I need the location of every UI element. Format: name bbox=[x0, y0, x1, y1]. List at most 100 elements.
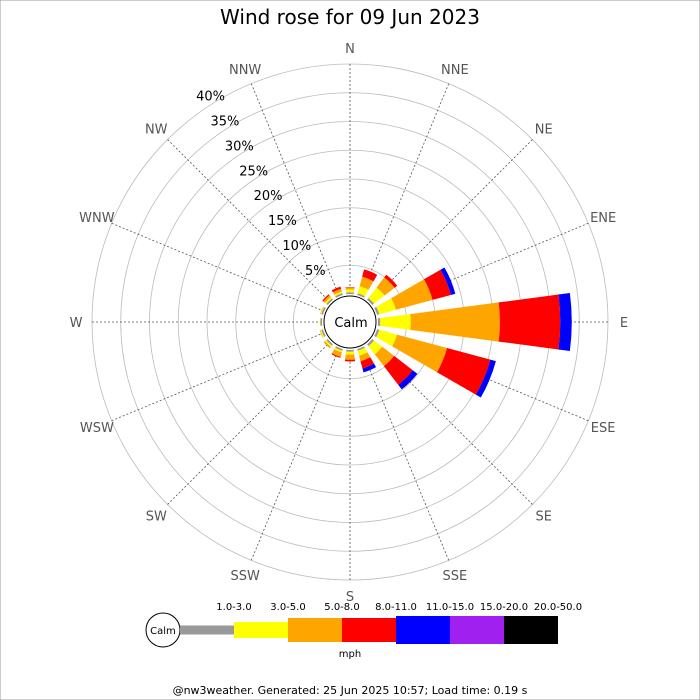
bar-sse-1.0-3.0 bbox=[357, 346, 365, 351]
percent-label: 10% bbox=[282, 239, 311, 254]
direction-label-nnw: NNW bbox=[229, 63, 261, 78]
bar-sse-8.0-11.0 bbox=[360, 357, 375, 369]
bar-ese-11.0-15.0 bbox=[475, 359, 496, 398]
bar-nnw-3.0-5.0 bbox=[334, 291, 343, 297]
direction-labels: N NNE NE ENE E ESE SE SSE S SSW SW WSW W WNW NW NNW bbox=[70, 42, 629, 605]
legend-calm-label: Calm bbox=[150, 626, 176, 637]
bar-nne-8.0-11.0 bbox=[362, 269, 378, 282]
percent-label: 40% bbox=[196, 90, 225, 105]
direction-label-ne: NE bbox=[535, 122, 553, 137]
legend-label-5.0-8.0: 5.0-8.0 bbox=[324, 602, 359, 613]
bar-wnw-5.0-8.0 bbox=[320, 306, 324, 315]
direction-label-s: S bbox=[346, 590, 354, 605]
percent-label: 25% bbox=[239, 164, 268, 179]
bar-sw-5.0-8.0 bbox=[323, 341, 331, 349]
bar-wsw-5.0-8.0 bbox=[319, 329, 324, 338]
bar-n-5.0-8.0 bbox=[345, 287, 355, 290]
bar-e-1.0-3.0 bbox=[377, 318, 381, 326]
bar-w-1.0-3.0 bbox=[320, 318, 323, 326]
bar-s-5.0-8.0 bbox=[345, 354, 355, 360]
bar-ne-8.0-11.0 bbox=[384, 274, 398, 288]
bar-nnw-8.0-11.0 bbox=[331, 286, 342, 293]
direction-label-wnw: WNW bbox=[79, 211, 115, 226]
bar-ese-5.0-8.0 bbox=[392, 334, 448, 373]
legend-label-20.0-50.0: 20.0-50.0 bbox=[534, 602, 582, 613]
legend-label-1.0-3.0: 1.0-3.0 bbox=[216, 602, 251, 613]
direction-label-ese: ESE bbox=[591, 421, 616, 436]
chart-title: Wind rose for 09 Jun 2023 bbox=[220, 5, 480, 29]
bar-nnw-1.0-3.0 bbox=[335, 293, 343, 298]
percent-label: 20% bbox=[254, 189, 283, 204]
bar-se-5.0-8.0 bbox=[374, 346, 395, 367]
bar-ese-8.0-11.0 bbox=[436, 348, 491, 395]
direction-label-ssw: SSW bbox=[230, 569, 260, 584]
bar-nne-1.0-3.0 bbox=[357, 293, 365, 298]
bar-wsw-3.0-5.0 bbox=[320, 329, 325, 338]
bar-nw-5.0-8.0 bbox=[323, 295, 331, 303]
direction-label-wsw: WSW bbox=[80, 421, 114, 436]
legend-swatch-8.0-11.0 bbox=[342, 618, 396, 642]
percent-labels: 5% 10% 15% 20% 25% 30% 35% 40% bbox=[196, 90, 326, 279]
direction-label-sse: SSE bbox=[442, 569, 467, 584]
bar-wnw-3.0-5.0 bbox=[320, 306, 325, 315]
legend-swatch-5.0-8.0 bbox=[288, 618, 342, 642]
bar-n-1.0-3.0 bbox=[346, 292, 354, 295]
bar-e-5.0-8.0 bbox=[410, 302, 500, 342]
bar-sse-11.0-15.0 bbox=[362, 363, 377, 373]
bar-se-11.0-15.0 bbox=[398, 370, 418, 390]
bar-ene-8.0-11.0 bbox=[424, 269, 451, 300]
direction-label-ene: ENE bbox=[590, 211, 616, 226]
bar-nne-5.0-8.0 bbox=[359, 276, 374, 290]
legend-swatch-11.0-15.0 bbox=[396, 616, 450, 644]
calm-label: Calm bbox=[334, 316, 367, 331]
bar-ene-11.0-15.0 bbox=[440, 267, 456, 295]
legend-label-15.0-20.0: 15.0-20.0 bbox=[480, 602, 528, 613]
direction-label-nw: NW bbox=[145, 122, 168, 137]
percent-label: 30% bbox=[225, 139, 254, 154]
calm-circle bbox=[323, 295, 377, 349]
bar-ne-5.0-8.0 bbox=[376, 277, 395, 296]
bar-e-3.0-5.0 bbox=[380, 314, 411, 330]
bar-n-8.0-11.0 bbox=[345, 287, 355, 288]
bar-sse-3.0-5.0 bbox=[357, 347, 368, 356]
direction-label-nne: NNE bbox=[441, 63, 469, 78]
bar-nw-8.0-11.0 bbox=[322, 294, 330, 302]
legend-label-11.0-15.0: 11.0-15.0 bbox=[426, 602, 474, 613]
bar-ssw-5.0-8.0 bbox=[331, 349, 342, 357]
legend-swatch-15.0-20.0 bbox=[450, 616, 504, 644]
legend-swatch-1.0-3.0 bbox=[180, 625, 234, 635]
direction-label-w: W bbox=[70, 316, 83, 331]
bar-nne-3.0-5.0 bbox=[357, 286, 369, 297]
bar-ssw-3.0-5.0 bbox=[334, 347, 343, 353]
bar-ese-1.0-3.0 bbox=[374, 329, 380, 338]
bar-s-1.0-3.0 bbox=[346, 349, 354, 352]
bar-ese-3.0-5.0 bbox=[376, 329, 398, 347]
bar-n-3.0-5.0 bbox=[345, 289, 355, 293]
bar-se-3.0-5.0 bbox=[368, 340, 383, 355]
bar-nnw-5.0-8.0 bbox=[332, 288, 342, 295]
bar-sw-1.0-3.0 bbox=[326, 339, 333, 346]
bar-e-8.0-11.0 bbox=[498, 294, 561, 350]
bar-nw-1.0-3.0 bbox=[326, 298, 333, 305]
bar-wsw-1.0-3.0 bbox=[321, 329, 326, 337]
wind-bars bbox=[319, 267, 572, 398]
legend-label-3.0-5.0: 3.0-5.0 bbox=[270, 602, 305, 613]
bar-s-3.0-5.0 bbox=[345, 351, 355, 355]
bar-ne-1.0-3.0 bbox=[367, 297, 375, 305]
percent-label: 5% bbox=[305, 264, 326, 279]
bar-w-3.0-5.0 bbox=[319, 318, 321, 326]
percent-label: 15% bbox=[268, 214, 297, 229]
bar-sse-5.0-8.0 bbox=[359, 352, 371, 362]
percent-label: 35% bbox=[210, 114, 239, 129]
bar-e-11.0-15.0 bbox=[558, 293, 572, 351]
direction-label-sw: SW bbox=[146, 510, 167, 525]
bar-ssw-1.0-3.0 bbox=[335, 346, 343, 351]
direction-label-e: E bbox=[620, 316, 628, 331]
legend-swatch-20.0-50.0 bbox=[504, 616, 558, 644]
bar-ene-1.0-3.0 bbox=[374, 306, 380, 315]
bar-sw-3.0-5.0 bbox=[325, 340, 332, 347]
bar-se-8.0-11.0 bbox=[383, 355, 413, 385]
speed-legend: Calm 1.0-3.0 3.0-5.0 5.0-8.0 8.0-11.0 11.0-1… bbox=[145, 602, 582, 660]
bar-ene-5.0-8.0 bbox=[391, 279, 433, 310]
